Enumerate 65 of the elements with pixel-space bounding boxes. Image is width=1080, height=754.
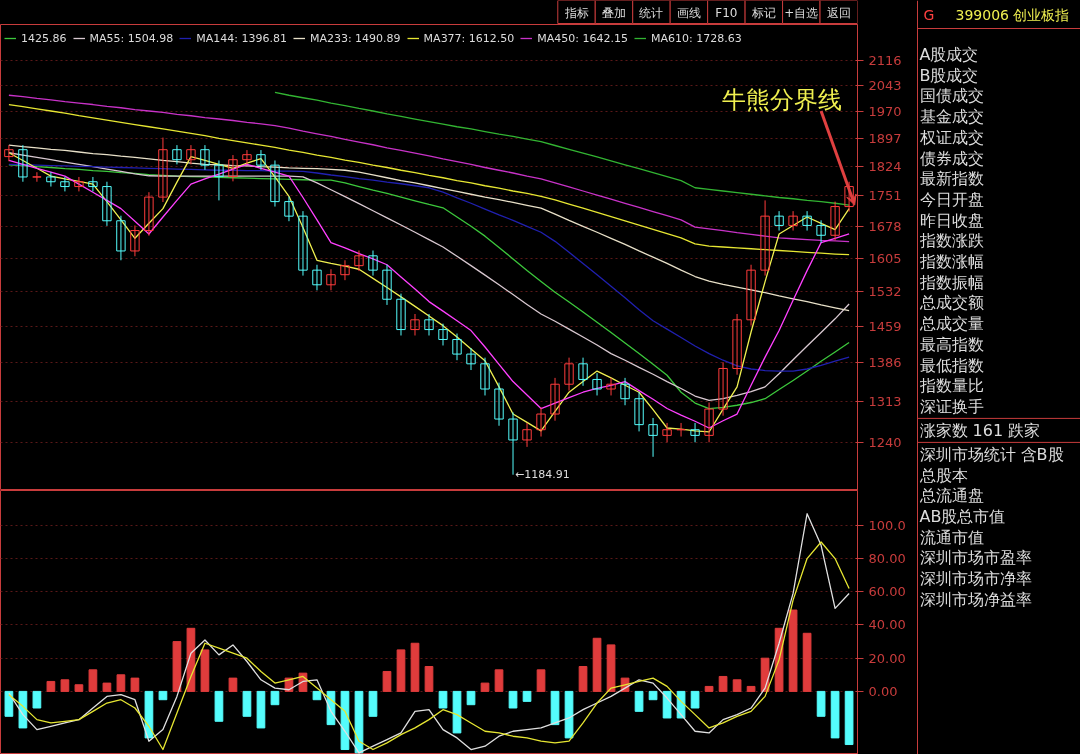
text: F10 [715, 5, 738, 20]
text: 国债成交 [919, 86, 984, 106]
y-tick-label: 1313 [868, 393, 902, 409]
y-tick-label: 1897 [868, 131, 902, 147]
legend-label: 1425.86 [21, 31, 67, 45]
text: AB股总市值 [919, 507, 1006, 526]
legend-label: MA233: 1490.89 [309, 31, 401, 45]
y-tick-label: 1824 [868, 159, 902, 175]
text: 最高指数 [919, 334, 984, 354]
text: 指数振幅 [918, 272, 984, 292]
text: 涨家数 161 跌家 [919, 420, 1041, 440]
text: 深圳市场净益率 [919, 589, 1032, 609]
y-tick-label: 1532 [868, 283, 902, 299]
text: 叠加 [601, 5, 626, 20]
y-tick-label: 80.00 [868, 551, 906, 567]
y-tick-label: 1678 [868, 218, 902, 234]
y-tick-label: 20.00 [868, 650, 906, 666]
text: G [923, 6, 935, 23]
y-tick-label: 2116 [868, 53, 902, 69]
text: 深圳市场市盈率 [919, 548, 1032, 568]
text: 基金成交 [919, 107, 984, 127]
text: A股成交 [919, 45, 979, 64]
y-tick-label: 1386 [868, 355, 902, 371]
y-tick-label: 2043 [868, 78, 902, 94]
legend-label: MA377: 1612.50 [423, 31, 515, 45]
text: 最新指数 [919, 169, 984, 189]
text: 指数涨跌 [918, 231, 984, 251]
text: 总成交额 [918, 293, 984, 313]
y-tick-label: 1605 [868, 250, 902, 266]
text: 权证成交 [918, 127, 984, 147]
text: 今日开盘 [919, 189, 984, 209]
text: 流通市值 [919, 527, 984, 547]
text: 总成交量 [918, 314, 984, 334]
text: 返回 [826, 5, 851, 20]
text: 指数量比 [918, 376, 984, 396]
annotation: 牛熊分界线 [722, 86, 843, 115]
legend-label: MA610: 1728.63 [651, 31, 742, 45]
y-tick-label: 40.00 [868, 617, 906, 633]
y-tick-label: 100.0 [868, 517, 906, 533]
text: 统计 [639, 5, 664, 20]
text: 总股本 [918, 465, 968, 485]
text: 深圳市场市净率 [919, 569, 1032, 589]
text: 指数涨幅 [918, 252, 984, 271]
y-tick-label: 60.00 [868, 584, 906, 600]
y-tick-label: 1970 [868, 104, 902, 120]
legend-label: MA450: 1642.15 [537, 31, 629, 45]
y-tick-label: 1459 [868, 318, 902, 334]
text: 深证换手 [919, 396, 984, 416]
text: 昨日收盘 [919, 210, 984, 230]
y-tick-label: 1751 [868, 188, 902, 204]
legend-label: MA144: 1396.81 [196, 31, 287, 45]
text: 画线 [676, 5, 701, 20]
y-tick-label: 0.00 [868, 683, 898, 699]
text: 399006 创业板指 [955, 6, 1070, 23]
text: +自选 [784, 5, 819, 20]
text: 指标 [563, 5, 589, 20]
text: 总流通盘 [918, 486, 984, 506]
text: B股成交 [919, 65, 979, 85]
text: 最低指数 [919, 355, 984, 375]
y-tick-label: 1240 [868, 434, 902, 450]
text: 债券成交 [919, 148, 984, 168]
text: 标记 [750, 5, 776, 20]
legend-label: MA55: 1504.98 [89, 31, 174, 45]
annotation: ←1184.91 [515, 468, 570, 482]
text: 深圳市场统计 含B股 [919, 444, 1064, 464]
